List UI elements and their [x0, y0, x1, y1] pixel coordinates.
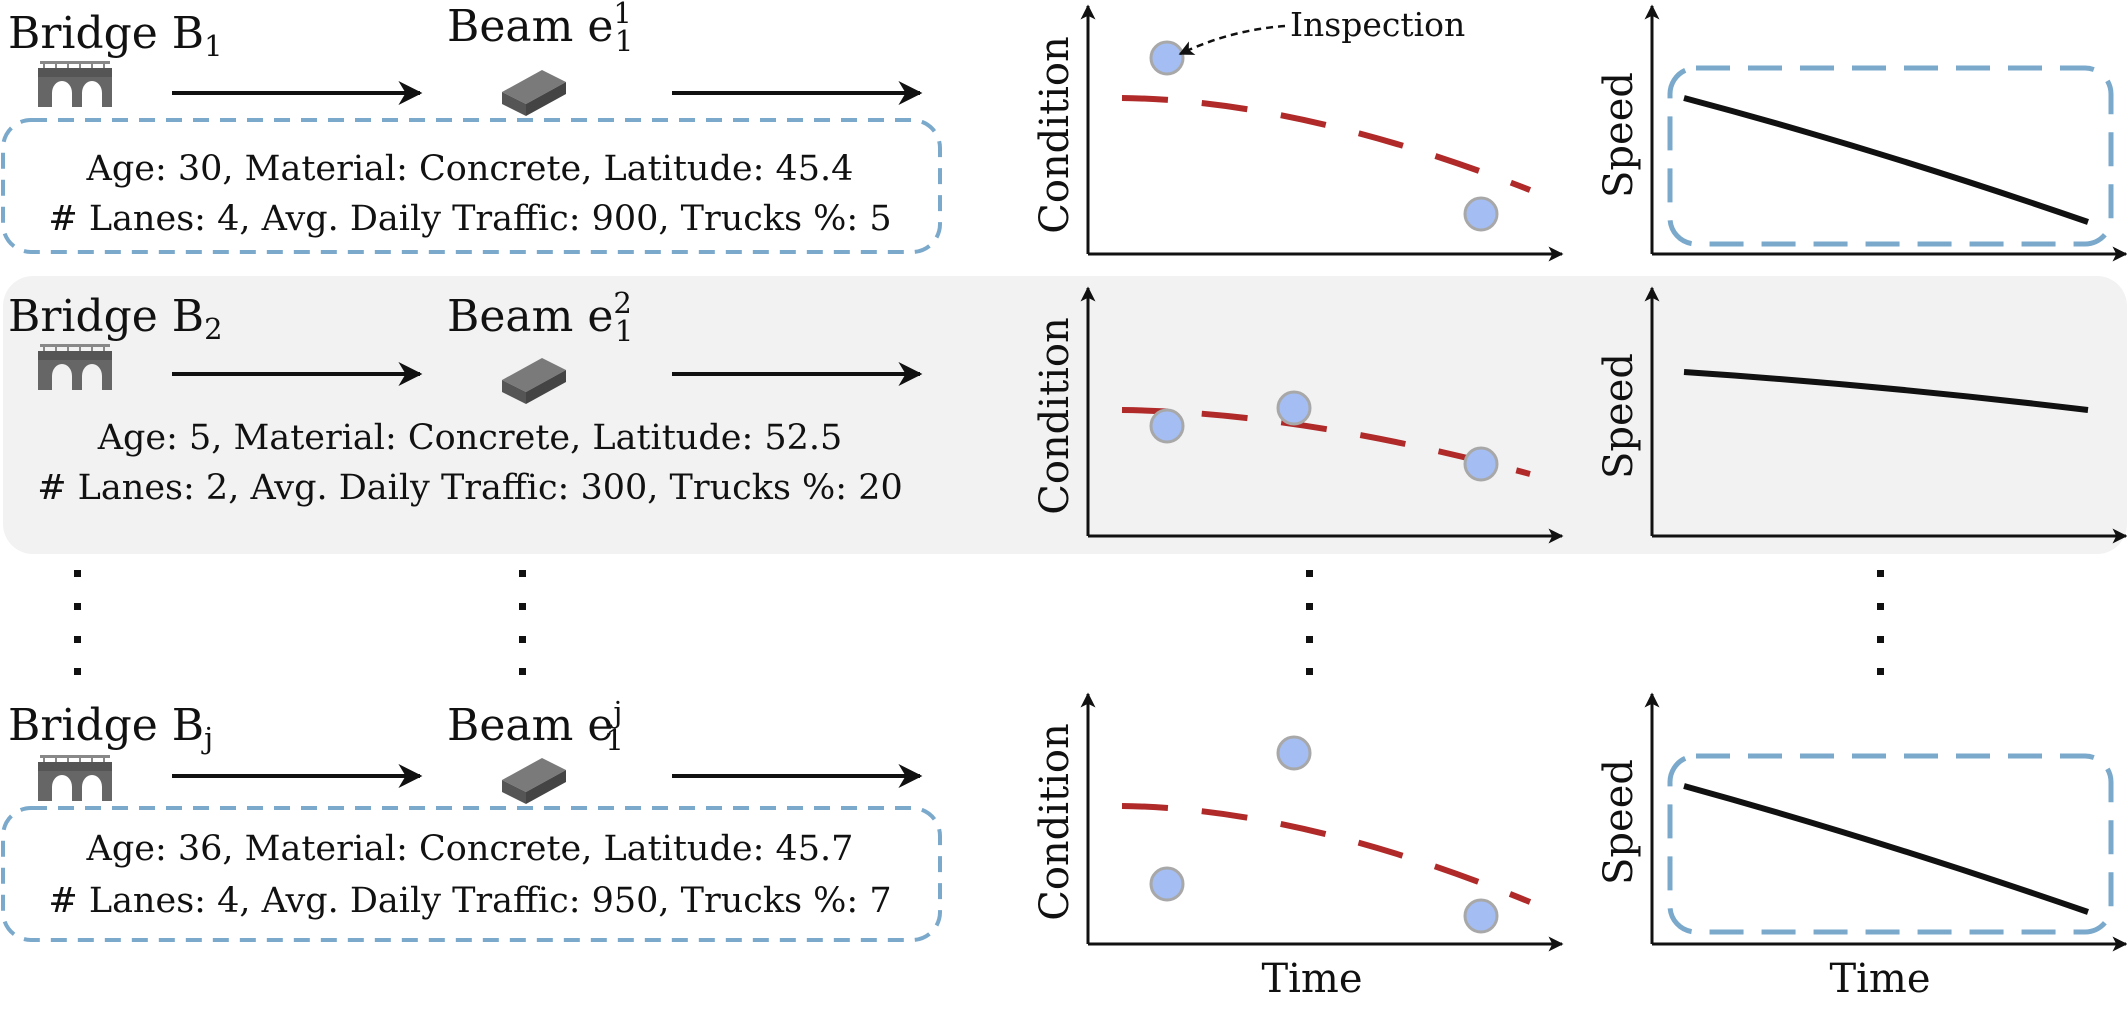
attributes-line-2: # Lanes: 4, Avg. Daily Traffic: 900, Tru… [48, 199, 891, 239]
inspection-point [1149, 866, 1185, 902]
beam-j-title: Beam ej 1 [447, 695, 624, 757]
inspection-point [1276, 390, 1312, 426]
beam-icon [502, 70, 566, 116]
row-j: Bridge Bj Beam ej 1 Age: 36, Material: Co… [1, 692, 2127, 1002]
inspection-annotation-arrow [1178, 24, 1286, 56]
beam-2-title: Beam e2 1 [447, 286, 633, 348]
bridge-2-title: Bridge B2 [8, 291, 223, 346]
attributes-line-2: # Lanes: 2, Avg. Daily Traffic: 300, Tru… [37, 468, 903, 508]
condition-plot-1: Condition Inspection [1032, 4, 1564, 262]
row-2: Bridge B2 Beam e2 1 Age: 5, Material: Con… [8, 286, 2127, 544]
speed-plot-1-ylabel: Speed [1596, 72, 1642, 198]
inspection-point [1463, 446, 1499, 482]
beam-icon [502, 358, 566, 404]
attributes-line-1: Age: 30, Material: Concrete, Latitude: 4… [86, 149, 854, 189]
speed-plot-j-ylabel: Speed [1596, 759, 1642, 885]
condition-plot-1-ylabel: Condition [1032, 36, 1078, 234]
attributes-line-2: # Lanes: 4, Avg. Daily Traffic: 950, Tru… [48, 881, 891, 921]
attributes-line-1: Age: 5, Material: Concrete, Latitude: 52… [97, 418, 843, 458]
condition-plot-j: Condition Time [1032, 692, 1564, 1002]
condition-plot-2: Condition [1032, 286, 1564, 544]
ellipsis-beam [519, 570, 526, 675]
speed-plot-1: Speed [1596, 4, 2127, 262]
bridge-icon [38, 61, 112, 107]
beam-1-title: Beam e1 1 [447, 0, 633, 58]
inspection-point [1276, 735, 1312, 771]
speed-plot-2-ylabel: Speed [1596, 353, 1642, 479]
row-1: Bridge B1 Beam e1 1 Age: 30, Material: Co… [1, 0, 2127, 262]
continuation-dots [74, 570, 1884, 675]
attributes-box-j [1, 806, 942, 942]
bridge-icon [38, 344, 112, 390]
attributes-line-1: Age: 36, Material: Concrete, Latitude: 4… [86, 829, 854, 869]
ellipsis-condition [1306, 570, 1313, 675]
inspection-point [1463, 898, 1499, 934]
bridge-icon [38, 755, 112, 801]
condition-curve-j [1121, 803, 1532, 905]
inspection-point [1149, 408, 1185, 444]
speed-plot-j: Speed Time [1596, 692, 2127, 1002]
attributes-box-1 [1, 118, 942, 254]
inspection-point [1149, 40, 1185, 76]
condition-curve-1 [1121, 95, 1532, 193]
speed-plot-xlabel: Time [1829, 956, 1930, 1002]
inspection-annotation-label: Inspection [1290, 5, 1465, 44]
speed-curve-1 [1683, 95, 2089, 225]
speed-highlight-box-j [1667, 753, 2114, 935]
speed-plot-2: Speed [1596, 286, 2127, 544]
speed-curve-2 [1683, 369, 2089, 413]
bridge-1-title: Bridge B1 [8, 8, 223, 63]
ellipsis-bridge [74, 570, 81, 675]
inspection-point [1463, 196, 1499, 232]
beam-icon [502, 758, 566, 804]
speed-curve-j [1683, 783, 2089, 915]
condition-plot-xlabel: Time [1261, 956, 1362, 1002]
condition-plot-j-ylabel: Condition [1032, 723, 1078, 921]
speed-highlight-box-1 [1667, 65, 2114, 247]
condition-plot-2-ylabel: Condition [1032, 317, 1078, 515]
bridge-j-title: Bridge Bj [8, 700, 213, 755]
ellipsis-speed [1877, 570, 1884, 675]
row-2-highlight-band [3, 276, 2127, 554]
